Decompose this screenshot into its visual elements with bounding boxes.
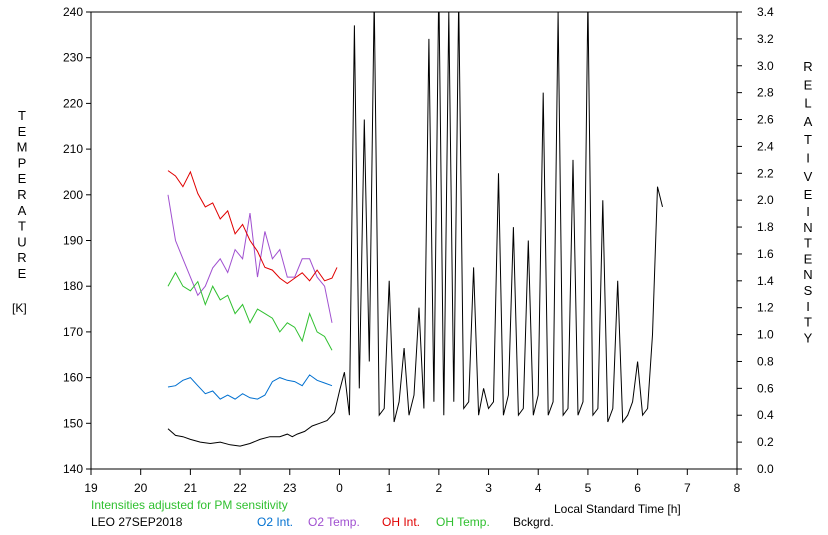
legend-o2-temp: O2 Temp. [308, 515, 360, 529]
right-axis-title-letter: S [804, 283, 813, 298]
right-tick-label: 2.0 [757, 193, 774, 207]
x-tick-label: 1 [386, 481, 393, 495]
x-tick-label: 6 [634, 481, 641, 495]
series-o2-int-line [167, 374, 333, 400]
x-tick-label: 0 [336, 481, 343, 495]
right-tick-label: 2.2 [757, 166, 774, 180]
right-axis-title-letter: E [804, 251, 813, 266]
left-tick-label: 150 [63, 416, 83, 430]
right-tick-label: 3.4 [757, 5, 774, 19]
left-axis-title-letter: T [18, 108, 26, 123]
x-tick-label: 2 [436, 481, 443, 495]
x-tick-label: 23 [283, 481, 297, 495]
left-tick-label: 230 [63, 51, 83, 65]
text-layer: Local Standard Time [h] Intensities adju… [12, 301, 681, 529]
right-tick-label: 0.8 [757, 354, 774, 368]
x-tick-label: 21 [184, 481, 198, 495]
left-axis-title-letter: M [17, 140, 28, 155]
x-tick-label: 5 [585, 481, 592, 495]
left-axis-title-letter: P [18, 155, 27, 170]
right-axis-title-letter: T [804, 132, 812, 147]
pm-sensitivity-note: Intensities adjusted for PM sensitivity [91, 498, 288, 512]
right-tick-label: 3.0 [757, 59, 774, 73]
x-tick-label: 3 [485, 481, 492, 495]
right-tick-label: 3.2 [757, 32, 774, 46]
legend-bckgrd: Bckgrd. [513, 515, 554, 529]
right-axis-title-letter: E [804, 187, 813, 202]
left-tick-label: 190 [63, 234, 83, 248]
right-axis-title-letter: E [804, 77, 813, 92]
left-axis-title-letter: R [17, 250, 26, 265]
x-tick-label: 22 [233, 481, 247, 495]
left-axis-title-letter: E [18, 266, 27, 281]
legend-o2-int: O2 Int. [257, 515, 293, 529]
series-oh-int-line [167, 170, 338, 285]
legend-oh-int: OH Int. [382, 515, 420, 529]
station-date: LEO 27SEP2018 [91, 515, 183, 529]
right-axis-title-letter: L [804, 96, 811, 111]
plot-series-layer [167, 12, 663, 447]
right-tick-label: 1.2 [757, 301, 774, 315]
series-oh-temp-line [167, 271, 333, 351]
right-tick-label: 1.0 [757, 328, 774, 342]
right-axis-title-letter: Y [804, 330, 813, 345]
right-tick-label: 2.6 [757, 113, 774, 127]
right-axis-title-letter: R [803, 59, 812, 74]
left-tick-label: 160 [63, 371, 83, 385]
right-axis-title-letter: A [804, 114, 813, 129]
left-tick-label: 170 [63, 325, 83, 339]
left-tick-label: 220 [63, 96, 83, 110]
legend-oh-temp: OH Temp. [436, 515, 490, 529]
x-tick-label: 4 [535, 481, 542, 495]
left-axis-title-letter: A [18, 203, 27, 218]
left-tick-label: 240 [63, 5, 83, 19]
right-tick-label: 1.4 [757, 274, 774, 288]
left-tick-label: 140 [63, 462, 83, 476]
right-tick-label: 0.4 [757, 408, 774, 422]
right-axis-title-letter: T [804, 236, 812, 251]
x-tick-label: 8 [734, 481, 741, 495]
axes-layer [90, 11, 738, 470]
left-axis-title-letter: R [17, 187, 26, 202]
x-tick-label: 20 [134, 481, 148, 495]
series-bckgrd-line [167, 12, 663, 447]
right-tick-label: 1.6 [757, 247, 774, 261]
right-tick-label: 0.0 [757, 462, 774, 476]
right-tick-label: 0.6 [757, 381, 774, 395]
x-tick-label: 7 [684, 481, 691, 495]
series-o2-temp-line [167, 194, 333, 323]
x-axis-label: Local Standard Time [h] [554, 502, 681, 516]
tick-layer: 1401501601701801902002102202302400.00.20… [63, 5, 774, 495]
left-tick-label: 180 [63, 279, 83, 293]
right-tick-label: 2.4 [757, 139, 774, 153]
right-axis-title-letter: V [804, 169, 813, 184]
left-axis-unit: [K] [12, 301, 27, 315]
left-tick-label: 210 [63, 142, 83, 156]
x-tick-label: 19 [84, 481, 98, 495]
left-axis-title-letter: E [18, 171, 27, 186]
right-tick-label: 1.8 [757, 220, 774, 234]
left-axis-title-letter: T [18, 219, 26, 234]
right-axis-title-letter: N [803, 267, 812, 282]
right-axis-title-letter: N [803, 220, 812, 235]
right-tick-label: 0.2 [757, 435, 774, 449]
right-axis-title-letter: T [804, 315, 812, 330]
right-tick-label: 2.8 [757, 86, 774, 100]
left-axis-title-letter: E [18, 124, 27, 139]
right-axis-title-letter: I [806, 299, 810, 314]
right-axis-title-letter: I [806, 151, 810, 166]
right-axis-title-letter: I [806, 204, 810, 219]
left-axis-title-letter: U [17, 234, 26, 249]
left-tick-label: 200 [63, 188, 83, 202]
